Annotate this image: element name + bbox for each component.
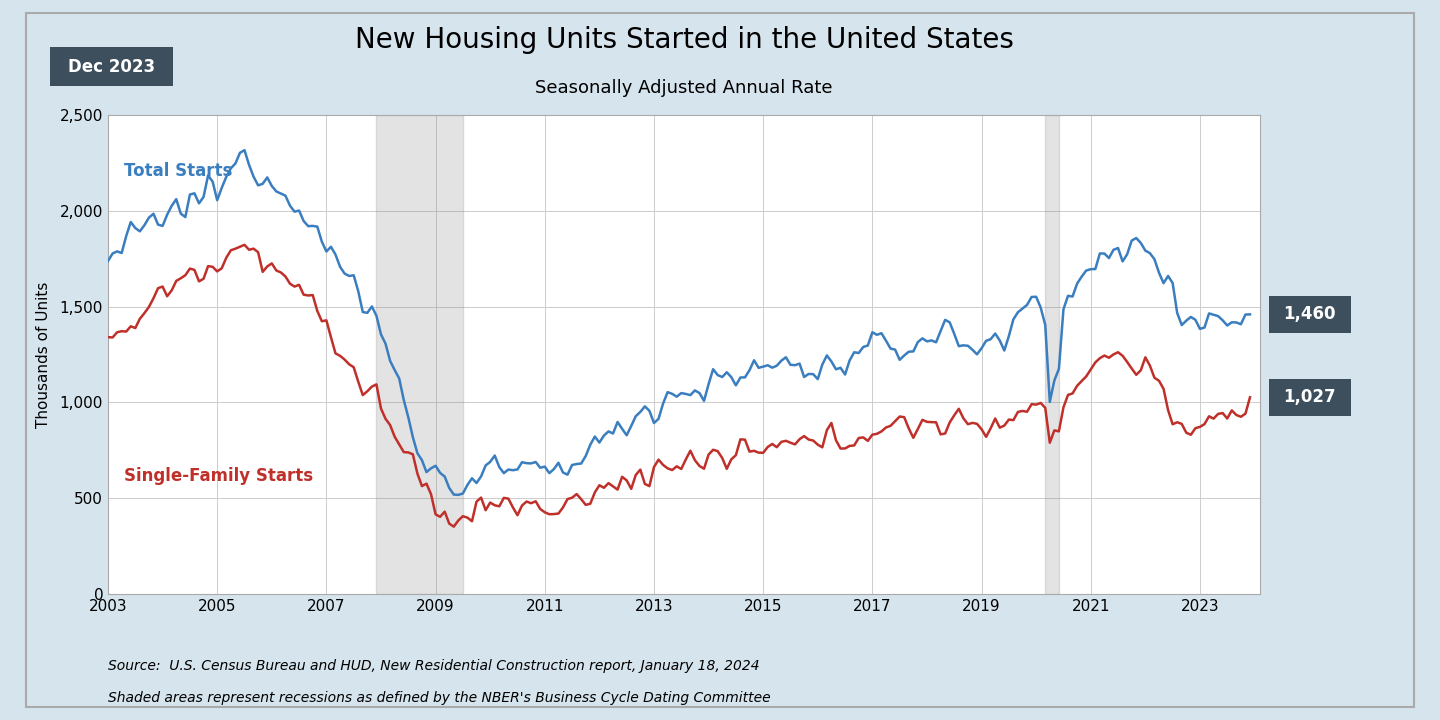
Text: Total Starts: Total Starts xyxy=(124,163,233,181)
Text: Seasonally Adjusted Annual Rate: Seasonally Adjusted Annual Rate xyxy=(536,79,832,97)
Text: 1,460: 1,460 xyxy=(1283,305,1336,323)
Y-axis label: Thousands of Units: Thousands of Units xyxy=(36,282,52,428)
Text: New Housing Units Started in the United States: New Housing Units Started in the United … xyxy=(354,26,1014,54)
Text: Single-Family Starts: Single-Family Starts xyxy=(124,467,314,485)
Text: Source:  U.S. Census Bureau and HUD, New Residential Construction report, Januar: Source: U.S. Census Bureau and HUD, New … xyxy=(108,659,760,672)
Text: Shaded areas represent recessions as defined by the NBER's Business Cycle Dating: Shaded areas represent recessions as def… xyxy=(108,691,770,705)
Text: Dec 2023: Dec 2023 xyxy=(68,58,156,76)
Bar xyxy=(1045,115,1058,594)
Text: 1,027: 1,027 xyxy=(1283,388,1336,406)
Bar xyxy=(376,115,462,594)
